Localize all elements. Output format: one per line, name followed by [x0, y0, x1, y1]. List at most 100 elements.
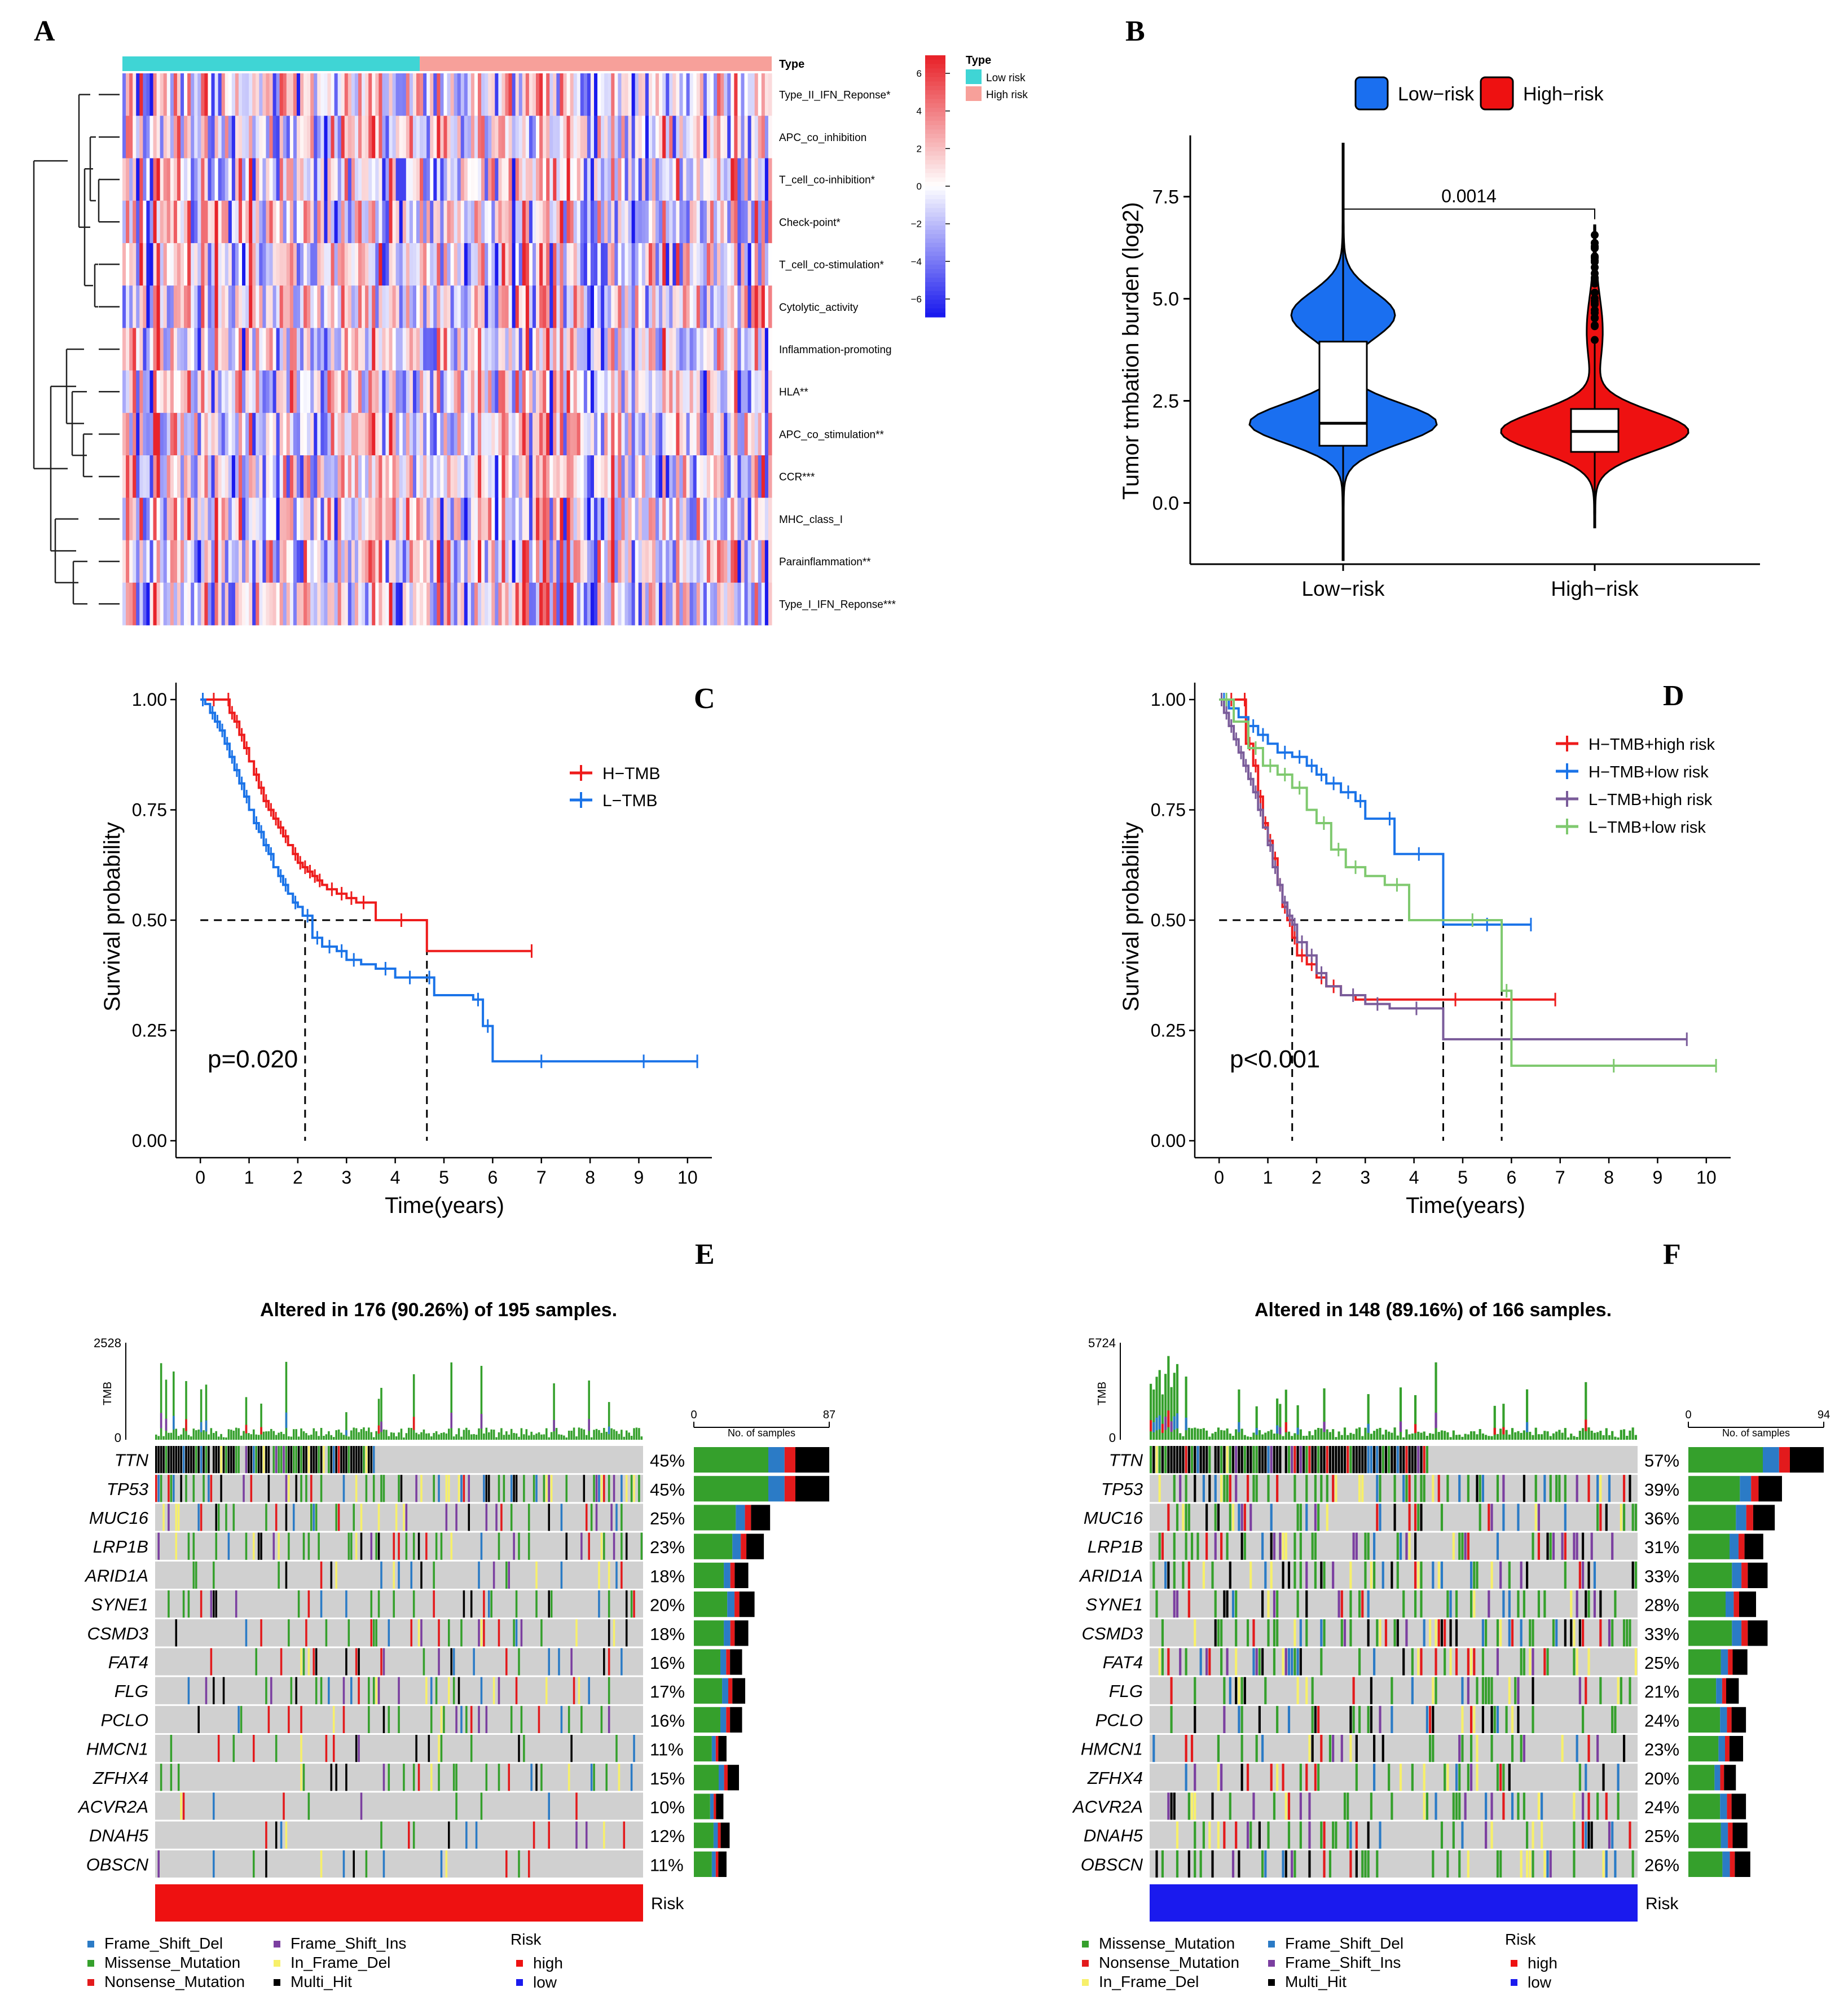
mutation-cell	[1291, 1648, 1293, 1676]
heatmap-cell	[717, 455, 721, 498]
heatmap-cell	[614, 540, 618, 583]
heatmap-cell	[679, 370, 684, 414]
tmb-bar	[515, 1433, 518, 1440]
heatmap-cell	[303, 455, 307, 498]
heatmap-cell	[160, 328, 164, 371]
colorbar-step	[925, 278, 945, 283]
sample-count-segment	[1729, 1736, 1744, 1762]
heatmap-cell	[470, 328, 475, 371]
heatmap-cell	[402, 73, 407, 116]
heatmap-cell	[256, 158, 259, 201]
heatmap-cell	[508, 73, 513, 116]
mutation-cell	[220, 1475, 222, 1502]
heatmap-cell	[570, 455, 574, 498]
km-x-tick-label: 4	[1409, 1167, 1419, 1188]
heatmap-cell	[358, 73, 362, 116]
mutation-cell	[1211, 1792, 1214, 1820]
heatmap-cell	[406, 285, 410, 328]
tmb-bar	[1190, 1428, 1194, 1440]
mutation-cell	[180, 1792, 182, 1820]
mutation-cell	[1246, 1821, 1249, 1849]
heatmap-cell	[522, 158, 526, 201]
heatmap-cell	[498, 116, 503, 159]
heatmap-cell	[696, 328, 701, 371]
heatmap-cell	[648, 243, 653, 286]
sample-count-segment	[724, 1620, 731, 1646]
heatmap-cell	[307, 582, 311, 626]
gene-percent: 20%	[650, 1595, 685, 1615]
mutation-cell	[305, 1619, 307, 1647]
heatmap-cell	[485, 73, 489, 116]
heatmap-cell	[590, 243, 595, 286]
heatmap-cell	[358, 116, 362, 159]
mutation-cell	[1305, 1475, 1308, 1502]
heatmap-cell	[621, 73, 626, 116]
heatmap-cell	[737, 582, 742, 626]
nsamples-min-label: 0	[1685, 1409, 1691, 1421]
tmb-bar	[305, 1433, 307, 1440]
heatmap-cell	[710, 73, 714, 116]
mutation-cell	[1226, 1648, 1229, 1676]
mutation-cell	[1287, 1792, 1291, 1820]
heatmap-cell	[379, 455, 382, 498]
mutation-cell	[1340, 1735, 1343, 1762]
tmb-bar	[1532, 1435, 1534, 1440]
mutation-cell	[608, 1648, 610, 1676]
mutation-cell	[1217, 1504, 1220, 1531]
heatmap-cell	[699, 158, 704, 201]
mutation-cell	[1320, 1619, 1323, 1647]
heatmap-cell	[314, 158, 318, 201]
mutation-cell	[445, 1504, 448, 1531]
heatmap-cell	[300, 116, 304, 159]
mutation-cell	[452, 1648, 455, 1676]
tmb-bar	[300, 1428, 302, 1440]
tmb-bar	[1467, 1434, 1469, 1440]
heatmap-cell	[382, 498, 386, 540]
mutation-cell	[1440, 1561, 1444, 1589]
mutation-cell	[1525, 1561, 1529, 1589]
tmb-bar	[503, 1435, 505, 1440]
heatmap-cell	[218, 455, 222, 498]
heatmap-cell	[191, 200, 195, 244]
mutation-cell	[1235, 1677, 1238, 1704]
heatmap-cell	[153, 285, 157, 328]
heatmap-cell	[262, 285, 267, 328]
heatmap-cell	[430, 243, 434, 286]
mutation-cell	[313, 1446, 315, 1474]
heatmap-cell	[146, 370, 151, 414]
mutation-cell	[1461, 1705, 1464, 1733]
heatmap-cell	[460, 370, 465, 414]
heatmap-cell	[464, 158, 468, 201]
heatmap-cell	[727, 116, 731, 159]
heatmap-cell	[628, 582, 632, 626]
mutation-cell	[1226, 1446, 1229, 1474]
heatmap-cell	[163, 412, 168, 456]
heatmap-cell	[426, 285, 430, 328]
heatmap-cell	[577, 116, 581, 159]
heatmap-cell	[693, 158, 697, 201]
mutation-cell	[1335, 1821, 1337, 1849]
mutation-cell	[595, 1504, 598, 1531]
heatmap-cell	[126, 73, 130, 116]
tmb-bar	[1202, 1428, 1205, 1440]
heatmap-cell	[194, 200, 198, 244]
heatmap-cell	[166, 412, 171, 456]
mutation-cell	[1194, 1619, 1196, 1647]
km-d-pvalue: p<0.001	[1230, 1045, 1320, 1073]
mutation-cell	[1417, 1504, 1420, 1531]
heatmap-cell	[641, 158, 646, 201]
tmb-bar	[1358, 1427, 1361, 1440]
mutation-cell	[452, 1677, 455, 1704]
heatmap-cell	[231, 540, 236, 583]
heatmap-cell	[426, 370, 430, 414]
mutation-cell	[580, 1705, 583, 1733]
heatmap-cell	[710, 370, 714, 414]
heatmap-cell	[347, 455, 352, 498]
heatmap-cell	[221, 285, 226, 328]
heatmap-cell	[737, 285, 742, 328]
mutation-cell	[1270, 1764, 1273, 1791]
heatmap-cell	[122, 370, 126, 414]
legend-variant-label: In_Frame_Del	[1099, 1973, 1199, 1990]
mutation-cell	[1437, 1619, 1440, 1647]
km-x-tick-label: 1	[244, 1167, 254, 1188]
